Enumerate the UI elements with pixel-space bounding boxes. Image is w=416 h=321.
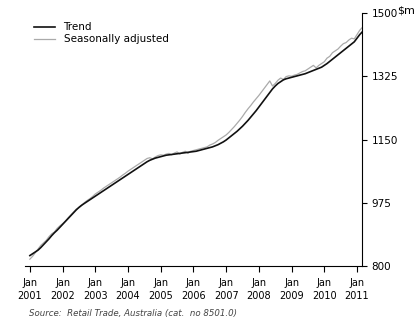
Seasonally adjusted bbox=[27, 257, 32, 261]
Text: 2002: 2002 bbox=[50, 291, 75, 301]
Text: 2005: 2005 bbox=[149, 291, 173, 301]
Seasonally adjusted bbox=[136, 162, 141, 166]
Line: Seasonally adjusted: Seasonally adjusted bbox=[30, 20, 387, 259]
Seasonally adjusted bbox=[371, 18, 376, 22]
Text: 2007: 2007 bbox=[214, 291, 238, 301]
Seasonally adjusted bbox=[57, 224, 62, 228]
Text: Jan: Jan bbox=[251, 278, 266, 288]
Trend bbox=[136, 165, 141, 169]
Text: 2008: 2008 bbox=[247, 291, 271, 301]
Text: Jan: Jan bbox=[153, 278, 168, 288]
Text: 2004: 2004 bbox=[116, 291, 140, 301]
Text: 2003: 2003 bbox=[83, 291, 108, 301]
Y-axis label: $m: $m bbox=[397, 5, 415, 15]
Seasonally adjusted bbox=[71, 210, 76, 214]
Trend bbox=[384, 33, 389, 37]
Trend bbox=[57, 225, 62, 229]
Seasonally adjusted bbox=[147, 156, 152, 160]
Text: Jan: Jan bbox=[218, 278, 234, 288]
Text: Jan: Jan bbox=[317, 278, 332, 288]
Text: 2006: 2006 bbox=[181, 291, 206, 301]
Trend bbox=[316, 66, 321, 70]
Seasonally adjusted bbox=[384, 29, 389, 33]
Text: 2009: 2009 bbox=[279, 291, 304, 301]
Text: Jan: Jan bbox=[349, 278, 364, 288]
Legend: Trend, Seasonally adjusted: Trend, Seasonally adjusted bbox=[30, 18, 173, 48]
Text: 2010: 2010 bbox=[312, 291, 337, 301]
Seasonally adjusted bbox=[316, 64, 321, 67]
Text: Jan: Jan bbox=[186, 278, 201, 288]
Trend bbox=[368, 27, 373, 30]
Text: Source:  Retail Trade, Australia (cat.  no 8501.0): Source: Retail Trade, Australia (cat. no… bbox=[29, 309, 237, 318]
Text: Jan: Jan bbox=[22, 278, 37, 288]
Text: Jan: Jan bbox=[55, 278, 70, 288]
Text: 2001: 2001 bbox=[17, 291, 42, 301]
Text: Jan: Jan bbox=[88, 278, 103, 288]
Trend bbox=[27, 254, 32, 257]
Seasonally adjusted bbox=[314, 66, 319, 70]
Trend bbox=[71, 211, 76, 215]
Text: Jan: Jan bbox=[121, 278, 136, 288]
Text: 2011: 2011 bbox=[345, 291, 369, 301]
Line: Trend: Trend bbox=[30, 29, 387, 256]
Trend bbox=[314, 67, 319, 71]
Trend bbox=[147, 158, 152, 162]
Text: Jan: Jan bbox=[284, 278, 299, 288]
